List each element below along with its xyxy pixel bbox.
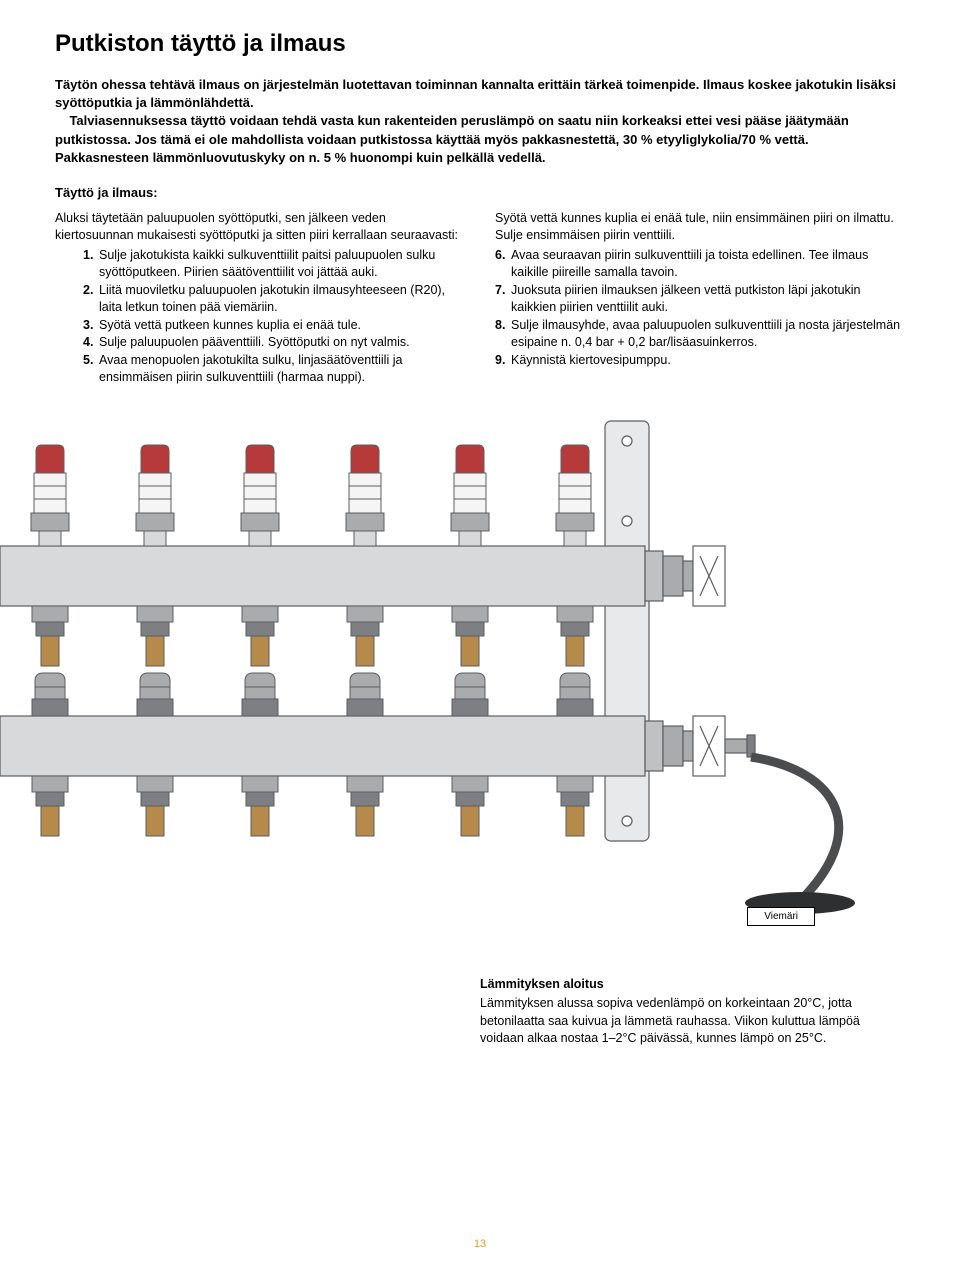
step-number: 1.: [83, 247, 99, 282]
step-item: 2.Liitä muoviletku paluupuolen jakotukin…: [83, 282, 465, 317]
left-intro: Aluksi täytetään paluupuolen syöttöputki…: [55, 210, 465, 245]
page-title: Putkiston täyttö ja ilmaus: [55, 30, 905, 58]
step-text: Juoksuta piirien ilmauksen jälkeen vettä…: [511, 282, 905, 317]
step-number: 7.: [495, 282, 511, 317]
step-number: 9.: [495, 352, 511, 370]
step-item: 6.Avaa seuraavan piirin sulkuventtiili j…: [495, 247, 905, 282]
left-steps: 1.Sulje jakotukista kaikki sulkuventtiil…: [55, 247, 465, 387]
step-text: Sulje jakotukista kaikki sulkuventtiilit…: [99, 247, 465, 282]
right-column: Syötä vettä kunnes kuplia ei enää tule, …: [495, 210, 905, 387]
step-number: 5.: [83, 352, 99, 387]
step-item: 4.Sulje paluupuolen pääventtiili. Syöttö…: [83, 334, 465, 352]
step-item: 1.Sulje jakotukista kaikki sulkuventtiil…: [83, 247, 465, 282]
footer-heading: Lämmityksen aloitus: [480, 976, 905, 994]
right-steps: 6.Avaa seuraavan piirin sulkuventtiili j…: [495, 247, 905, 370]
step-text: Avaa seuraavan piirin sulkuventtiili ja …: [511, 247, 905, 282]
sub-header: Täyttö ja ilmaus:: [55, 185, 905, 200]
manifold-diagram: Viemäri: [55, 401, 905, 921]
step-item: 8.Sulje ilmausyhde, avaa paluupuolen sul…: [495, 317, 905, 352]
footer-paragraph: Lämmityksen alussa sopiva vedenlämpö on …: [480, 995, 905, 1048]
step-number: 2.: [83, 282, 99, 317]
step-text: Sulje paluupuolen pääventtiili. Syöttöpu…: [99, 334, 465, 352]
drain-label: Viemäri: [747, 907, 815, 926]
step-text: Käynnistä kiertovesipumppu.: [511, 352, 905, 370]
step-number: 4.: [83, 334, 99, 352]
step-text: Liitä muoviletku paluupuolen jakotukin i…: [99, 282, 465, 317]
step-item: 3.Syötä vettä putkeen kunnes kuplia ei e…: [83, 317, 465, 335]
page-number: 13: [0, 1238, 960, 1250]
step-number: 8.: [495, 317, 511, 352]
step-text: Sulje ilmausyhde, avaa paluupuolen sulku…: [511, 317, 905, 352]
left-column: Aluksi täytetään paluupuolen syöttöputki…: [55, 210, 465, 387]
step-item: 5.Avaa menopuolen jakotukilta sulku, lin…: [83, 352, 465, 387]
footer-section: Lämmityksen aloitus Lämmityksen alussa s…: [55, 976, 905, 1048]
manifold-svg: [0, 401, 960, 941]
intro-paragraph: Täytön ohessa tehtävä ilmaus on järjeste…: [55, 76, 905, 167]
right-pre: Syötä vettä kunnes kuplia ei enää tule, …: [495, 210, 905, 245]
step-text: Syötä vettä putkeen kunnes kuplia ei enä…: [99, 317, 465, 335]
step-item: 9.Käynnistä kiertovesipumppu.: [495, 352, 905, 370]
two-column-body: Aluksi täytetään paluupuolen syöttöputki…: [55, 210, 905, 387]
step-text: Avaa menopuolen jakotukilta sulku, linja…: [99, 352, 465, 387]
step-number: 6.: [495, 247, 511, 282]
step-item: 7.Juoksuta piirien ilmauksen jälkeen vet…: [495, 282, 905, 317]
step-number: 3.: [83, 317, 99, 335]
